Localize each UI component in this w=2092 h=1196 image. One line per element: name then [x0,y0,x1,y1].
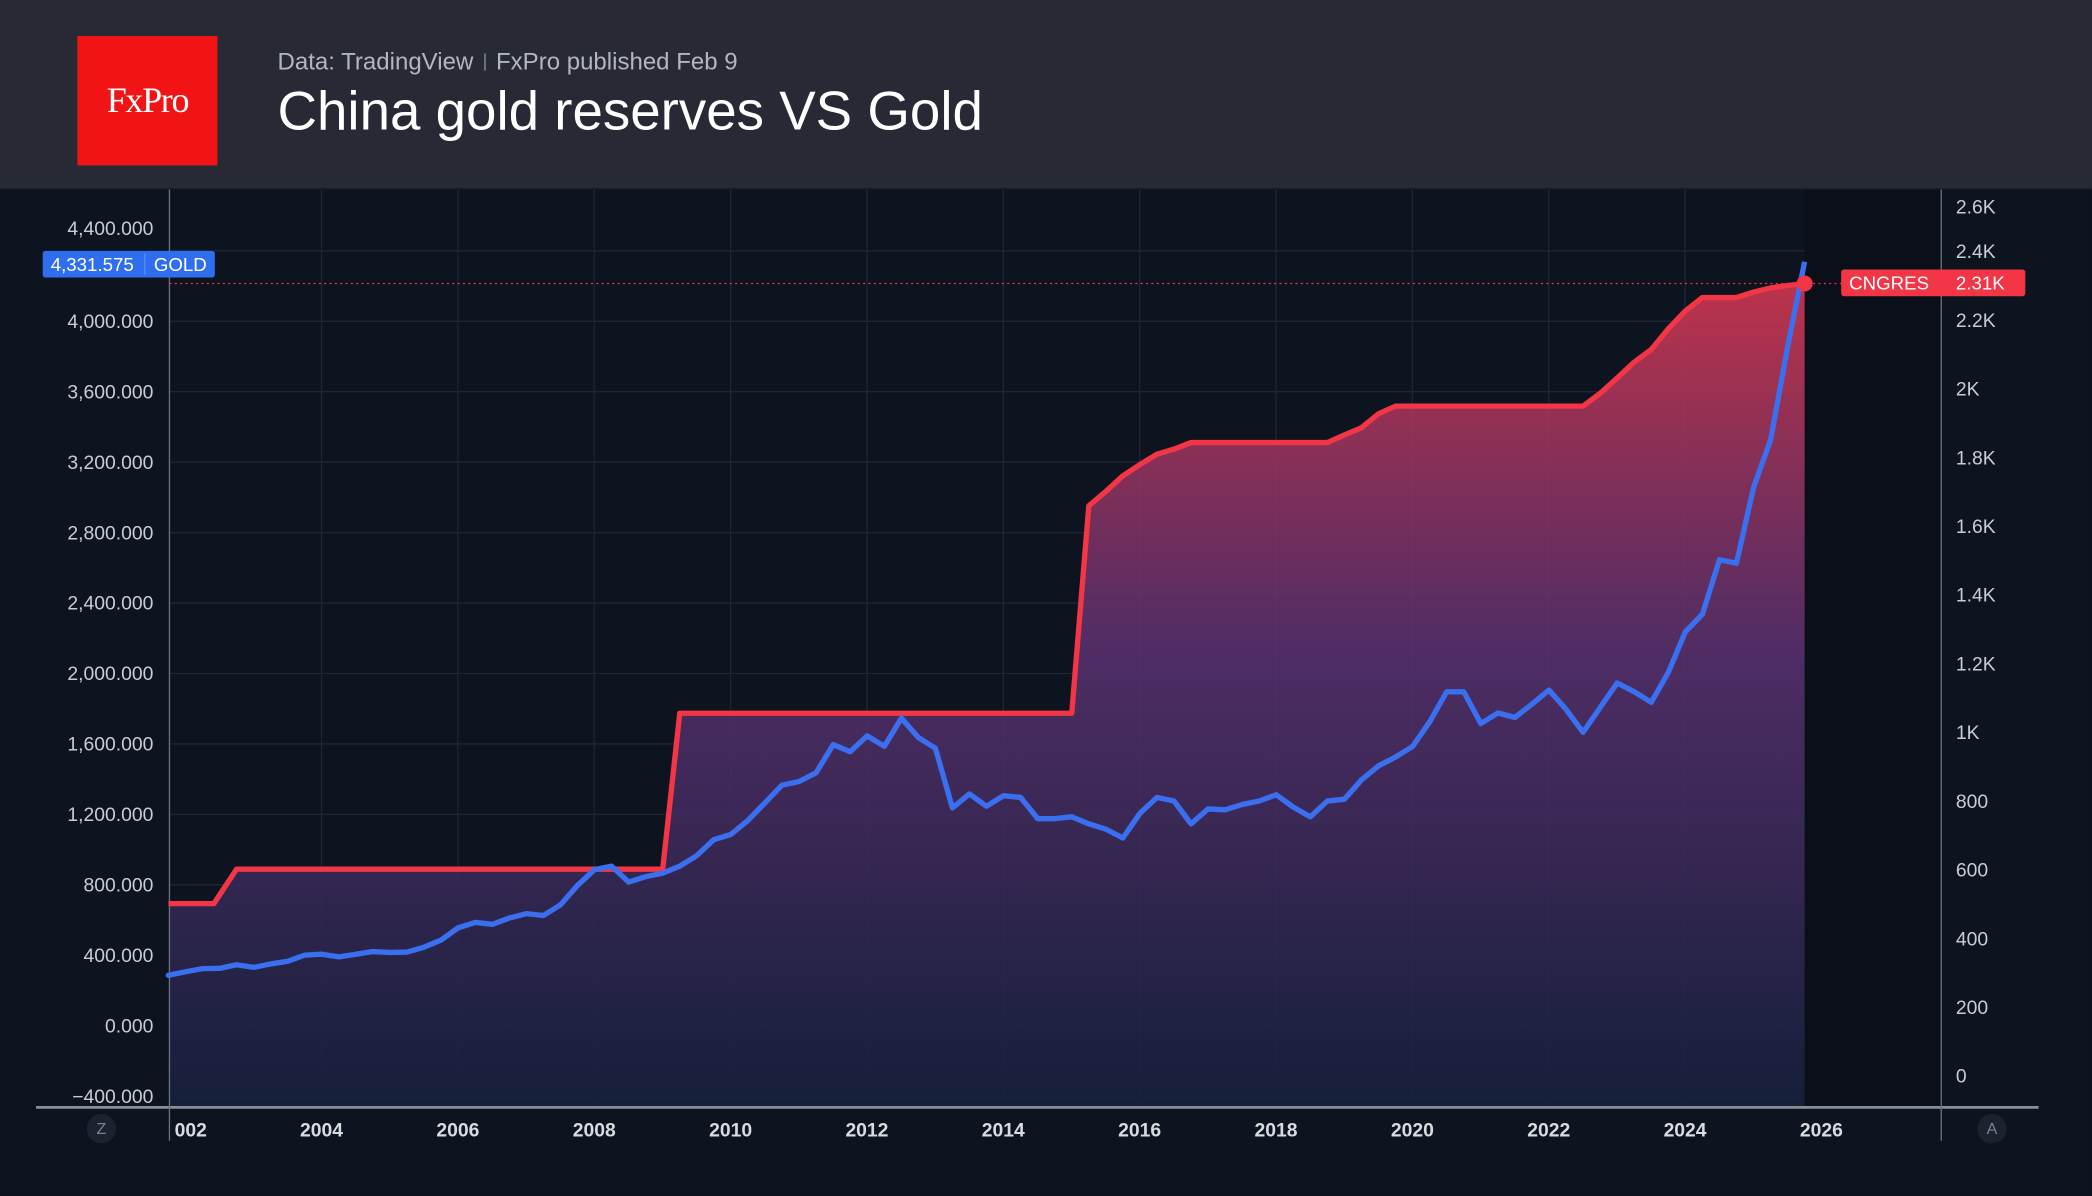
page-title: China gold reserves VS Gold [277,80,983,142]
header: FxPro Data: TradingView FxPro published F… [0,0,2092,190]
gold-price-badge: 4,331.575 GOLD [42,250,215,278]
x-axis-tick: 2018 [1255,1120,1298,1142]
left-axis-tick: 2,800.000 [67,522,153,544]
right-axis-tick: 0 [1956,1066,1967,1088]
right-axis-tick: 600 [1956,860,1988,882]
gold-line [165,261,1808,979]
left-axis-tick: 3,600.000 [67,381,153,403]
x-axis-tick: 2026 [1800,1120,1843,1142]
left-axis-tick: 2,000.000 [67,663,153,685]
fxpro-logo: FxPro [77,36,218,166]
cngres-area-fill [168,283,1805,1108]
x-axis-tick: 2004 [300,1120,343,1142]
left-axis-tick: 4,000.000 [67,311,153,333]
left-axis-tick: 400.000 [84,945,154,967]
right-axis-tick: 1.4K [1956,585,1996,607]
left-axis-tick: 1,200.000 [67,804,153,826]
left-axis-tick: −400.000 [72,1086,153,1108]
x-axis-tick: 2008 [573,1120,616,1142]
cngres-badge: CNGRES 2.31K [1841,269,2026,297]
future-region [1804,188,1942,1108]
right-axis-tick: 800 [1956,791,1988,813]
x-axis-tick: 2024 [1664,1120,1707,1142]
right-axis-tick: 2.6K [1956,196,1996,218]
separator [483,53,486,71]
left-axis-tick: 1,600.000 [67,734,153,756]
left-axis-tick: 4,400.000 [67,218,153,240]
left-axis-tick: 2,400.000 [67,593,153,615]
right-axis-tick: 1K [1956,722,1980,744]
gold-last-value: 4,331.575 [50,253,134,275]
left-axis-tick: 0.000 [105,1015,153,1037]
auto-scale-button[interactable]: A [1977,1114,2007,1144]
right-axis-tick: 1.2K [1956,653,1996,675]
x-axis-tick: 2014 [982,1120,1025,1142]
right-axis-tick: 2K [1956,379,1980,401]
subtitle: Data: TradingView FxPro published Feb 9 [278,48,738,76]
right-axis-tick: 200 [1956,997,1988,1019]
x-axis-tick: 2016 [1118,1120,1161,1142]
x-axis-tick: 2012 [845,1120,888,1142]
x-axis-tick: 002 [175,1120,207,1142]
cngres-line [168,280,1805,907]
right-axis-tick: 400 [1956,928,1988,950]
gold-series-label: GOLD [144,253,215,275]
right-axis-tick: 2.2K [1956,310,1996,332]
published-date: FxPro published Feb 9 [496,48,738,75]
right-axis-tick: 1.6K [1956,516,1996,538]
cngres-series-label: CNGRES [1849,272,1930,294]
cngres-last-point-marker [1796,275,1813,292]
x-axis-tick: 2020 [1391,1120,1434,1142]
left-axis-tick: 3,200.000 [67,452,153,474]
x-axis-tick: 2022 [1527,1120,1570,1142]
right-axis-tick: 1.8K [1956,447,1996,469]
data-source: Data: TradingView [277,48,474,75]
x-axis-tick: 2010 [709,1120,752,1142]
right-axis-tick: 2.4K [1956,241,1996,263]
zoom-toggle-button[interactable]: Z [86,1114,117,1144]
left-axis-tick: 800.000 [84,874,154,896]
cngres-last-value: 2.31K [1955,272,2005,294]
x-axis-tick: 2006 [436,1120,479,1142]
